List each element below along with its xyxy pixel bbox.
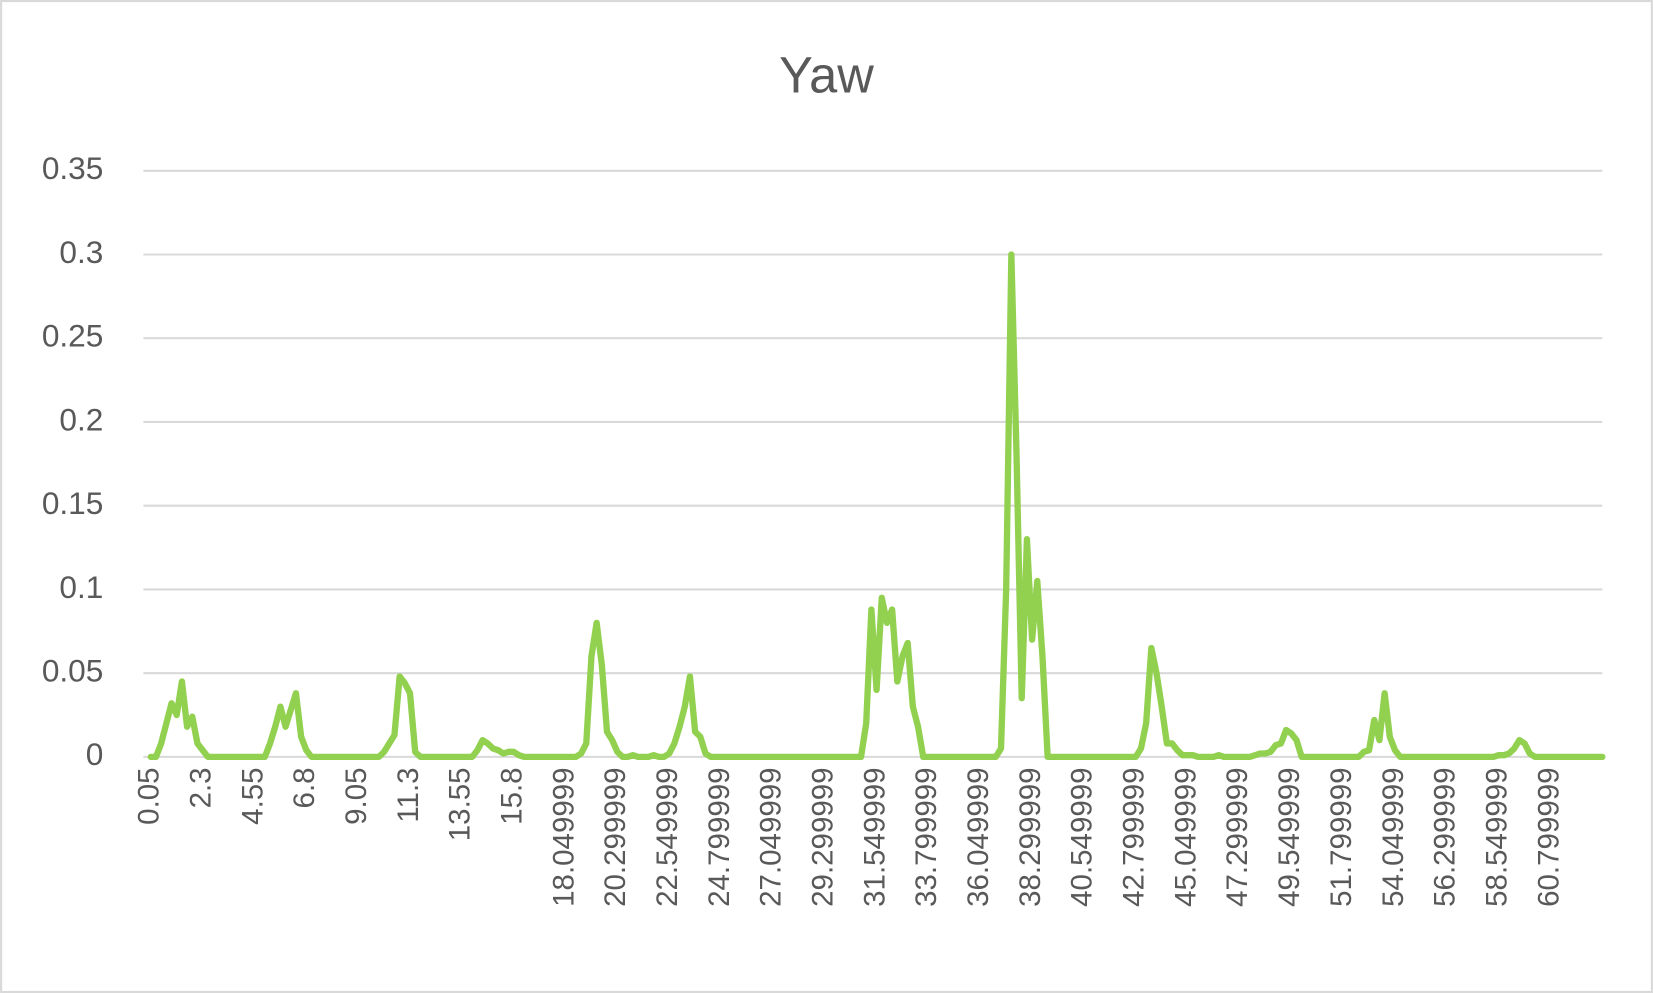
x-tick-label: 9.05	[340, 767, 373, 824]
x-tick-label: 2.3	[184, 767, 217, 808]
y-tick-label: 0.3	[59, 234, 103, 270]
chart-title: Yaw	[779, 46, 874, 103]
x-tick-label: 29.299999	[807, 767, 840, 906]
x-tick-label: 56.299999	[1429, 767, 1462, 906]
x-tick-label: 47.299999	[1221, 767, 1254, 906]
x-tick-label: 0.05	[133, 767, 166, 824]
y-tick-label: 0.15	[42, 485, 104, 521]
x-tick-label: 58.549999	[1480, 767, 1513, 906]
x-tick-label: 33.799999	[910, 767, 943, 906]
x-tick-label: 6.8	[288, 767, 321, 808]
x-tick-label: 20.299999	[599, 767, 632, 906]
x-tick-label: 38.299999	[1014, 767, 1047, 906]
y-tick-label: 0.35	[42, 150, 104, 186]
x-tick-label: 15.8	[495, 767, 528, 824]
x-tick-label: 40.549999	[1066, 767, 1099, 906]
x-tick-label: 22.549999	[651, 767, 684, 906]
x-tick-label: 60.799999	[1532, 767, 1565, 906]
y-tick-label: 0	[86, 736, 104, 772]
x-tick-label: 31.549999	[858, 767, 891, 906]
x-tick-label: 45.049999	[1169, 767, 1202, 906]
x-tick-label: 24.799999	[703, 767, 736, 906]
x-tick-label: 36.049999	[962, 767, 995, 906]
y-tick-label: 0.2	[59, 401, 103, 437]
x-tick-label: 42.799999	[1118, 767, 1151, 906]
x-tick-label: 11.3	[392, 767, 425, 822]
y-tick-label: 0.25	[42, 318, 104, 354]
x-tick-label: 13.55	[444, 767, 477, 841]
x-tick-label: 27.049999	[755, 767, 788, 906]
x-tick-label: 4.55	[236, 767, 269, 824]
x-tick-label: 51.799999	[1325, 767, 1358, 906]
x-tick-label: 18.049999	[547, 767, 580, 906]
x-tick-label: 54.049999	[1377, 767, 1410, 906]
y-tick-label: 0.1	[59, 569, 103, 605]
x-tick-label: 49.549999	[1273, 767, 1306, 906]
y-tick-label: 0.05	[42, 653, 104, 689]
data-line	[147, 251, 1606, 761]
